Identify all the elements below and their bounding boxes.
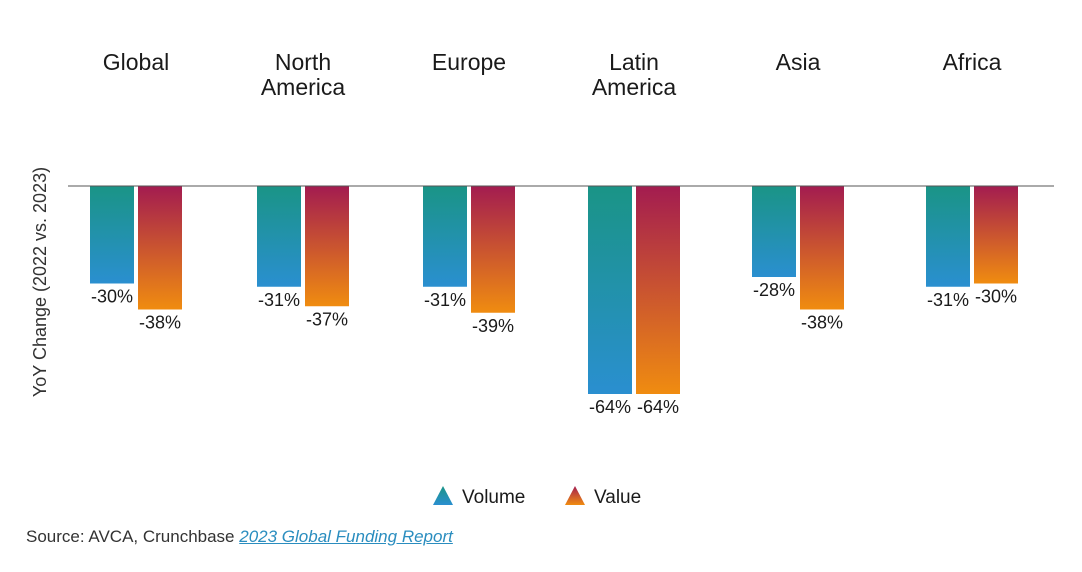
region-label-line: North bbox=[275, 49, 331, 75]
source-prefix: Source: AVCA, Crunchbase bbox=[26, 527, 240, 546]
region-label-global: Global bbox=[103, 49, 169, 75]
data-label-volume-north-america: -31% bbox=[258, 290, 300, 310]
bar-volume-north-america bbox=[257, 186, 301, 287]
bar-value-asia bbox=[800, 186, 844, 310]
bar-volume-latin-america bbox=[588, 186, 632, 394]
data-label-value-europe: -39% bbox=[472, 316, 514, 336]
region-label-europe: Europe bbox=[432, 49, 506, 75]
bar-value-latin-america bbox=[636, 186, 680, 394]
data-label-value-global: -38% bbox=[139, 313, 181, 333]
legend: Volume Value bbox=[433, 486, 641, 508]
data-label-volume-latin-america: -64% bbox=[589, 397, 631, 417]
region-label-line: Asia bbox=[776, 49, 821, 75]
region-label-line: Europe bbox=[432, 49, 506, 75]
source-report-link[interactable]: 2023 Global Funding Report bbox=[239, 527, 453, 546]
data-label-value-asia: -38% bbox=[801, 313, 843, 333]
bar-value-europe bbox=[471, 186, 515, 313]
bar-volume-global bbox=[90, 186, 134, 284]
legend-label-value: Value bbox=[594, 487, 641, 508]
data-label-volume-asia: -28% bbox=[753, 280, 795, 300]
data-label-volume-global: -30% bbox=[91, 287, 133, 307]
bar-volume-europe bbox=[423, 186, 467, 287]
data-labels: -30% -31% -31% -64% -28% -31% -38% -37% -39% -64%… bbox=[91, 280, 1017, 417]
region-label-north-america: North America bbox=[261, 49, 346, 100]
region-label-asia: Asia bbox=[776, 49, 821, 75]
region-label-line: Global bbox=[103, 49, 169, 75]
region-label-africa: Africa bbox=[943, 49, 1002, 75]
value-triangle-icon bbox=[565, 486, 585, 505]
region-label-line: Africa bbox=[943, 49, 1002, 75]
data-label-value-africa: -30% bbox=[975, 287, 1017, 307]
bar-volume-africa bbox=[926, 186, 970, 287]
region-label-latin-america: Latin America bbox=[592, 49, 677, 100]
y-axis-title: YoY Change (2022 vs. 2023) bbox=[30, 167, 50, 397]
bar-volume-asia bbox=[752, 186, 796, 277]
data-label-volume-africa: -31% bbox=[927, 290, 969, 310]
source-note: Source: AVCA, Crunchbase 2023 Global Fun… bbox=[26, 527, 453, 547]
bars bbox=[90, 186, 1018, 394]
legend-label-volume: Volume bbox=[462, 487, 525, 508]
bar-value-north-america bbox=[305, 186, 349, 307]
region-label-line: America bbox=[261, 74, 346, 100]
region-label-line: America bbox=[592, 74, 677, 100]
data-label-value-north-america: -37% bbox=[306, 309, 348, 329]
data-label-volume-europe: -31% bbox=[424, 290, 466, 310]
bar-value-africa bbox=[974, 186, 1018, 284]
data-label-value-latin-america: -64% bbox=[637, 397, 679, 417]
legend-item-volume: Volume bbox=[433, 486, 525, 508]
region-label-line: Latin bbox=[609, 49, 659, 75]
legend-item-value: Value bbox=[565, 486, 641, 508]
bar-value-global bbox=[138, 186, 182, 310]
volume-triangle-icon bbox=[433, 486, 453, 505]
